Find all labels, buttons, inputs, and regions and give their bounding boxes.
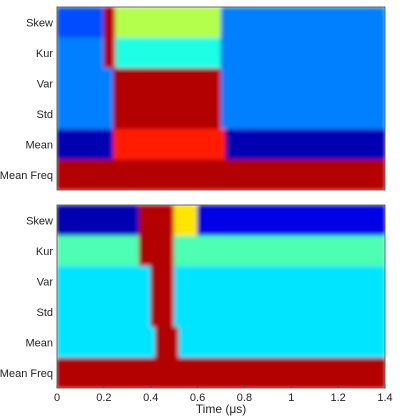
heatmap-cell (57, 357, 385, 388)
row-label: Std (36, 307, 53, 319)
row-label: Mean (25, 337, 53, 349)
row-label: Skew (26, 17, 53, 29)
heatmap-cell (225, 129, 385, 160)
row-label: Skew (26, 215, 53, 227)
row-label: Kur (36, 48, 53, 60)
x-tick-label: 1.4 (377, 392, 392, 404)
heatmap-cell (220, 98, 385, 130)
heatmap-cell (57, 205, 140, 236)
top-panel-frame (56, 6, 386, 191)
heatmap-cell (112, 98, 222, 130)
row-label: Mean (25, 139, 53, 151)
heatmap-cell (57, 68, 114, 99)
heatmap-cell (197, 205, 385, 236)
heatmap-cell (57, 98, 114, 130)
heatmap-cell (173, 266, 385, 297)
heatmap-cell (57, 296, 152, 328)
heatmap-cell (154, 327, 180, 358)
heatmap-cell (115, 37, 222, 69)
row-label: Mean Freq (0, 368, 53, 380)
heatmap-cell (173, 205, 199, 236)
row-label: Mean Freq (0, 170, 53, 182)
heatmap-cell (57, 266, 152, 297)
bottom-panel: Skew Kur Var Std Mean Mean Freq 0 0.2 0.4 0.6 0.8… (0, 204, 393, 416)
top-panel: Skew Kur Var Std Mean Mean Freq (0, 6, 386, 191)
heatmap-cell (57, 327, 156, 358)
x-tick-label: 0 (54, 392, 60, 404)
heatmap-cell (173, 296, 385, 328)
heatmap-cell (57, 159, 385, 190)
heatmap-cell (103, 7, 117, 38)
heatmap-cell (138, 235, 175, 267)
x-tick-label: 0.2 (96, 392, 111, 404)
heatmap-cell (57, 235, 140, 267)
heatmap-cell (138, 205, 175, 236)
x-tick-label: 0.4 (143, 392, 158, 404)
row-label: Std (36, 109, 53, 121)
heatmap-cell (150, 266, 175, 297)
heatmap-cell (220, 68, 385, 99)
x-axis-label: Time (μs) (196, 402, 246, 416)
x-tick-label: 1 (288, 392, 294, 404)
row-label: Var (37, 276, 54, 288)
heatmap-cell (150, 296, 175, 328)
bottom-panel-frame (56, 204, 386, 389)
x-tick-label: 0.8 (237, 392, 252, 404)
x-tick-label: 0.6 (190, 392, 205, 404)
heatmap-cell (57, 7, 105, 38)
heatmap-cell (220, 7, 385, 38)
row-label: Kur (36, 246, 53, 258)
heatmap-cell (57, 37, 105, 69)
heatmap-cell (103, 37, 117, 69)
heatmap-cell (220, 37, 385, 69)
row-label: Var (37, 78, 54, 90)
heatmap-cell (57, 129, 114, 160)
heatmap-cell (115, 7, 222, 38)
x-tick-label: 1.2 (330, 392, 345, 404)
heatmap-cell (178, 327, 385, 358)
heatmap-cell (112, 129, 227, 160)
heatmap-cell (112, 68, 222, 99)
heatmap-cell (173, 235, 385, 267)
